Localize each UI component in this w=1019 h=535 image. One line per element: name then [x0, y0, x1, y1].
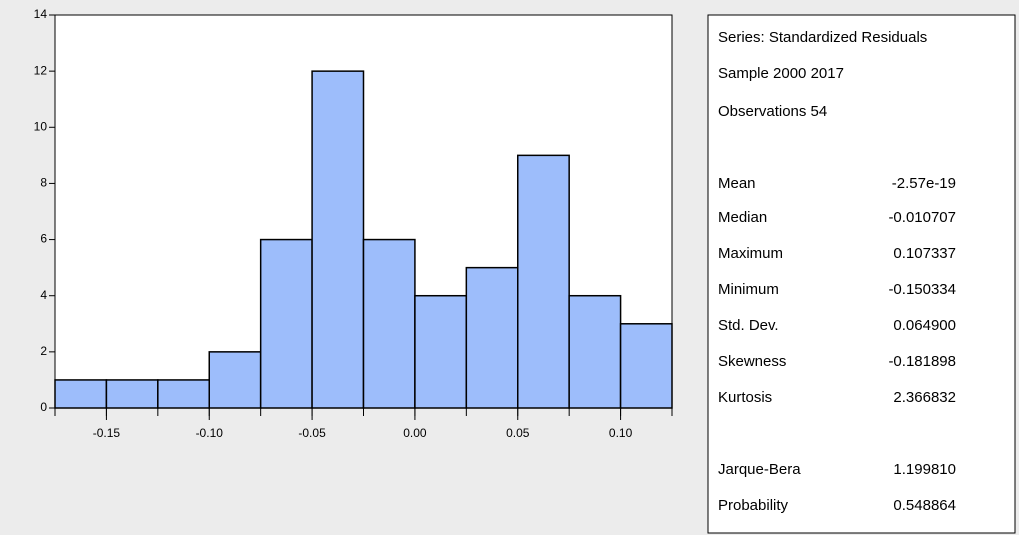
stat-label: Median — [718, 209, 767, 226]
y-tick-label: 14 — [34, 7, 48, 21]
y-tick-label: 10 — [34, 119, 48, 133]
bar — [105, 379, 159, 409]
stat-label: Maximum — [718, 245, 783, 262]
stat-value: -0.150334 — [888, 281, 956, 298]
stat-label: Jarque-Bera — [718, 461, 801, 478]
stat-label: Mean — [718, 175, 756, 192]
stat-value: -0.010707 — [888, 209, 956, 226]
y-tick-label: 4 — [40, 288, 47, 302]
bar — [311, 70, 365, 409]
y-tick-label: 2 — [40, 344, 47, 358]
stat-value: 0.548864 — [893, 497, 956, 514]
stats-header: Series: Standardized Residuals — [718, 29, 927, 46]
y-tick-label: 6 — [40, 232, 47, 246]
bar — [54, 379, 108, 409]
stat-label: Probability — [718, 497, 789, 514]
stat-label: Minimum — [718, 281, 779, 298]
y-tick-label: 12 — [34, 63, 48, 77]
x-tick-label: -0.05 — [298, 426, 326, 440]
stats-panel — [707, 14, 1016, 534]
bar — [259, 238, 313, 409]
stat-value: -2.57e-19 — [892, 175, 956, 192]
bar — [362, 238, 416, 409]
stat-value: 0.107337 — [893, 245, 956, 262]
x-tick-label: 0.10 — [609, 426, 633, 440]
stat-value: 1.199810 — [893, 461, 956, 478]
bar — [619, 323, 673, 409]
stat-label: Kurtosis — [718, 389, 772, 406]
bar — [414, 294, 468, 409]
y-tick-label: 8 — [40, 176, 47, 190]
stat-label: Skewness — [718, 353, 786, 370]
bar — [157, 379, 210, 409]
bar — [465, 266, 519, 409]
x-tick-label: 0.00 — [403, 426, 427, 440]
x-tick-label: -0.15 — [93, 426, 121, 440]
stat-value: -0.181898 — [888, 353, 956, 370]
bar — [517, 154, 570, 409]
stat-value: 0.064900 — [893, 317, 956, 334]
x-tick-label: 0.05 — [506, 426, 530, 440]
stats-header: Sample 2000 2017 — [718, 65, 844, 82]
stat-label: Std. Dev. — [718, 317, 779, 334]
bar — [208, 351, 262, 409]
stats-header: Observations 54 — [718, 103, 827, 120]
stat-value: 2.366832 — [893, 389, 956, 406]
x-tick-label: -0.10 — [196, 426, 224, 440]
y-tick-label: 0 — [40, 400, 47, 414]
bar — [568, 294, 622, 409]
